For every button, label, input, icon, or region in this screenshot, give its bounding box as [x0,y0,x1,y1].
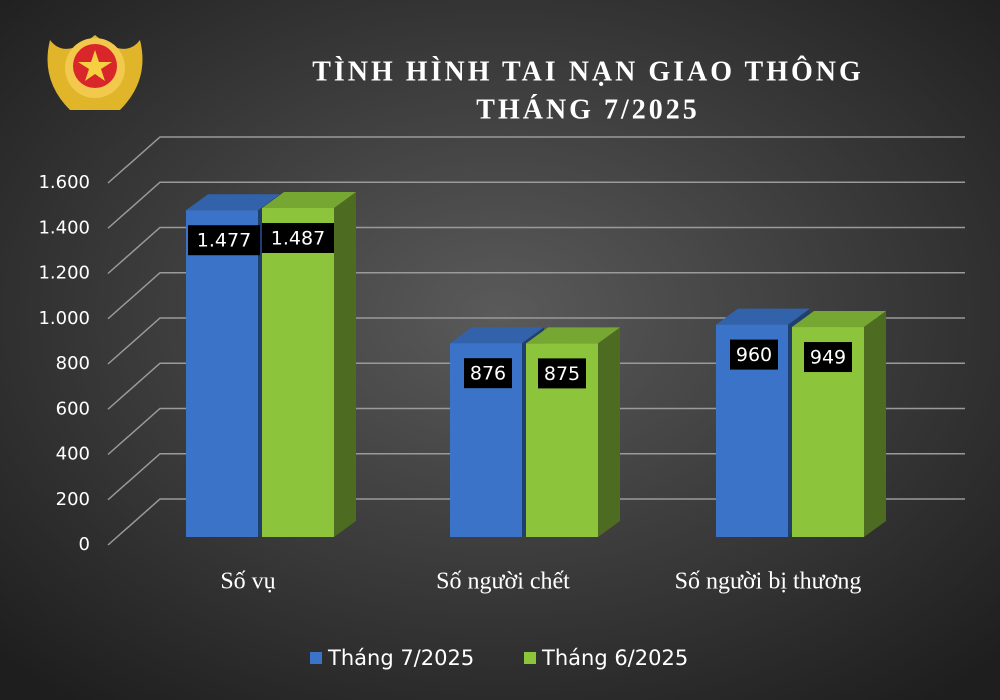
emblem [47,35,143,110]
value-label: 876 [470,363,506,385]
bar [186,210,258,537]
y-tick-label: 0 [79,534,90,555]
grid-line [107,362,965,410]
legend-label: Tháng 6/2025 [541,646,688,670]
legend-swatch [524,652,536,664]
x-tick-label: Số vụ [220,569,275,595]
y-tick-label: 400 [56,444,90,465]
value-label-box [804,342,852,373]
value-label: 875 [544,363,580,385]
grid-line [107,453,965,501]
bar-top [262,192,356,209]
grid-line [107,226,965,275]
grid-line [107,136,965,184]
x-tick-label: Số người bị thương [675,569,862,595]
value-label: 949 [810,347,846,369]
grid-line [107,272,965,320]
bar-side [334,192,356,537]
value-label-box [538,358,586,389]
x-tick-label: Số người chết [436,569,570,595]
value-label-box [188,225,260,256]
y-tick-label: 200 [56,489,90,510]
y-tick-label: 800 [56,353,90,374]
grid-line [107,317,965,365]
y-tick-label: 1.400 [38,217,90,238]
bar [262,208,334,537]
grid-line [107,407,965,456]
value-label: 960 [736,344,772,366]
bar-top [450,327,544,344]
y-tick-label: 1.200 [38,263,90,284]
value-label-box [262,223,334,254]
legend-label: Tháng 7/2025 [327,646,474,670]
y-tick-label: 1.000 [38,308,90,329]
bar-top [792,311,886,328]
bar-side [598,327,620,537]
bar-side [864,311,886,537]
bar-top [716,308,810,325]
grid-line [107,498,965,546]
y-tick-label: 1.600 [38,172,90,193]
value-label: 1.487 [271,228,325,250]
y-tick-label: 600 [56,398,90,419]
legend-swatch [310,652,322,664]
chart-title: TÌNH HÌNH TAI NẠN GIAO THÔNG [312,56,864,87]
bar-top [186,194,280,211]
grid-line [107,181,965,229]
value-label: 1.477 [197,230,251,252]
value-label-box [464,358,512,389]
bar-top [526,327,620,344]
chart-subtitle: THÁNG 7/2025 [476,94,699,125]
value-label-box [730,339,778,370]
